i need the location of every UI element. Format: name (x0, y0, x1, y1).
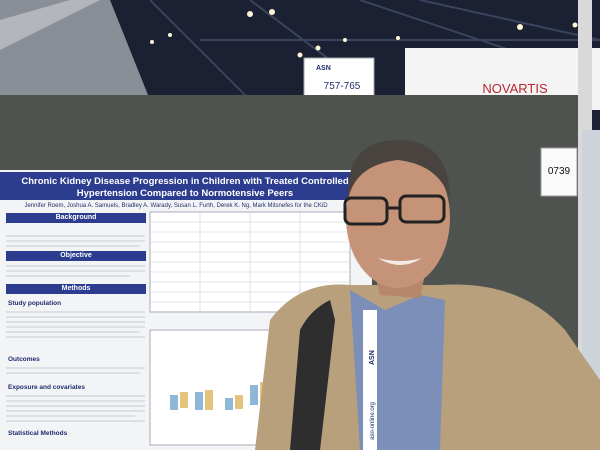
board-number: 0739 (548, 166, 571, 177)
hair (347, 140, 450, 200)
subheading: Outcomes (8, 356, 40, 363)
poster-authors: Jennifer Roem, Joshua A. Samuels, Bradle… (24, 203, 328, 209)
booth-range: 757-765 (324, 81, 361, 92)
ceiling-lights (150, 9, 578, 74)
poster-header (0, 172, 372, 200)
smile (378, 258, 422, 265)
poster-title: Chronic Kidney Disease Progression in Ch… (21, 176, 349, 199)
lanyard-url: asn-online.org (370, 402, 376, 440)
lanyard (363, 310, 377, 450)
section-heading: Methods (6, 284, 146, 294)
glasses (343, 194, 446, 226)
subheading: Statistical Methods (8, 430, 68, 437)
poster-body-text (6, 235, 145, 422)
face (346, 148, 450, 288)
section-heading: Background (6, 213, 146, 223)
section-heading: Objective (6, 251, 146, 261)
lanyard-logo: ASN (369, 350, 376, 365)
subheading: Exposure and covariates (8, 384, 85, 391)
banner-brand: NOVARTIS (482, 81, 548, 96)
board-tag (540, 147, 578, 197)
wall-highlight (0, 0, 100, 50)
subheading: Study population (8, 300, 62, 307)
backpack-strap (290, 300, 335, 450)
booth-logo: ASN (316, 65, 331, 72)
